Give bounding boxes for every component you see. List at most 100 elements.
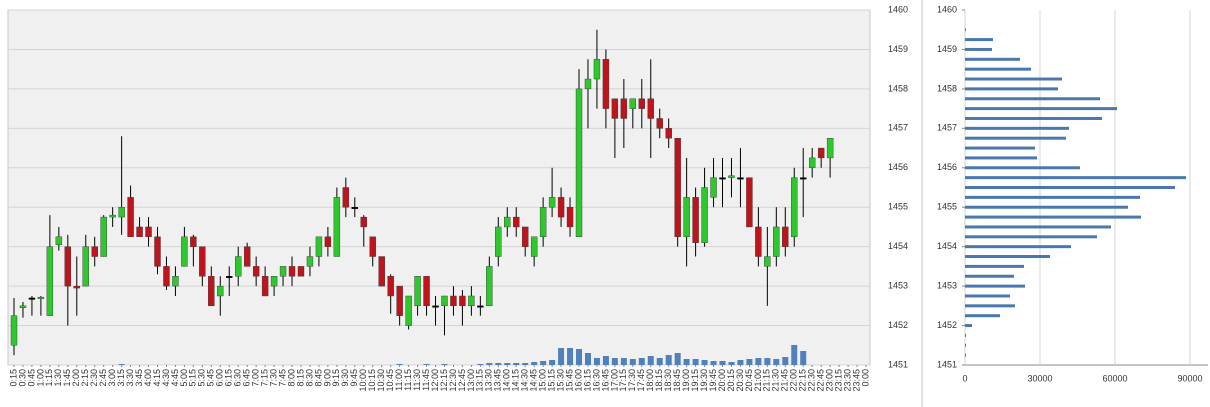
x-tick-label: 13:15 (475, 369, 485, 392)
y-tick-label: 1451 (937, 359, 957, 369)
x-tick-label: 7:30 (268, 369, 278, 387)
x-tick-label: 14:00 (502, 369, 512, 392)
x-tick-label: 20:00 (717, 369, 727, 392)
x-tick-label: 11:30 (412, 369, 422, 391)
volume-bar (513, 363, 520, 365)
x-tick-label: 12:15 (439, 369, 449, 392)
x-tick-label: 7:15 (259, 369, 269, 387)
profile-bar (965, 107, 1117, 111)
profile-bar (965, 136, 1066, 140)
volume-bar (441, 364, 448, 365)
x-tick-label: 90000 (1177, 373, 1202, 383)
x-tick-label: 22:45 (816, 369, 826, 392)
candle-body (423, 276, 430, 307)
volume-bar (638, 358, 645, 365)
x-tick-label: 13:30 (484, 369, 494, 392)
profile-bar (965, 87, 1058, 91)
candle-body (396, 285, 403, 316)
x-tick-label: 23:45 (851, 369, 861, 392)
volume-bar (800, 351, 807, 365)
candle-body (441, 295, 448, 307)
x-tick-label: 8:30 (304, 369, 314, 387)
x-tick-label: 6:15 (224, 369, 234, 387)
x-tick-label: 11:15 (403, 369, 413, 391)
candle-body (674, 137, 681, 238)
x-tick-label: 18:15 (654, 369, 664, 392)
x-tick-label: 0:00 (860, 369, 870, 387)
x-tick-label: 7:00 (251, 369, 261, 387)
y-tick-label: 1453 (937, 280, 957, 290)
x-tick-label: 17:15 (618, 369, 628, 392)
x-tick-label: 18:45 (672, 369, 682, 392)
x-tick-label: 12:00 (430, 369, 440, 392)
x-tick-label: 10:45 (385, 369, 395, 392)
candle-body (746, 177, 753, 228)
volume-bar (567, 348, 574, 365)
candle-body (575, 88, 583, 238)
y-tick-label: 1451 (888, 359, 908, 369)
volume-bar (118, 364, 125, 365)
candle-body (477, 305, 484, 308)
candle-body (37, 296, 45, 299)
x-tick-label: 18:00 (645, 369, 655, 392)
x-tick-label: 9:00 (322, 369, 332, 387)
x-tick-label: 3:15 (116, 369, 126, 387)
profile-bar (965, 97, 1100, 101)
candle-body (315, 236, 323, 257)
candle-body (414, 276, 421, 307)
x-tick-label: 23:30 (842, 369, 852, 392)
volume-bar (782, 357, 789, 365)
volume-bar (531, 362, 538, 365)
x-tick-label: 19:15 (690, 369, 700, 392)
volume-bar (710, 361, 717, 365)
profile-bar (965, 314, 1000, 318)
x-tick-label: 17:45 (636, 369, 646, 392)
candle-body (737, 177, 744, 180)
profile-bar (965, 38, 993, 42)
profile-bar (965, 156, 1037, 160)
volume-bar (602, 356, 609, 365)
candle-body (504, 216, 511, 228)
x-tick-label: 1:30 (53, 369, 63, 387)
candle-body (199, 246, 206, 277)
volume-bar (396, 364, 403, 365)
x-tick-label: 19:00 (681, 369, 691, 392)
x-tick-label: 0:45 (26, 369, 36, 387)
volume-bar (719, 361, 726, 365)
x-tick-label: 4:00 (143, 369, 153, 387)
x-tick-label: 1:45 (62, 369, 72, 387)
candle-body (665, 128, 672, 139)
volume-bar (540, 361, 547, 365)
y-tick-label: 1454 (888, 241, 908, 251)
profile-bar (965, 146, 1035, 150)
y-tick-label: 1460 (937, 4, 957, 14)
x-tick-label: 60000 (1102, 373, 1127, 383)
profile-bar (965, 215, 1141, 219)
profile-bar (965, 284, 1025, 288)
candle-body (306, 256, 314, 267)
candle-body (566, 207, 574, 228)
candle-body (46, 246, 54, 316)
candle-body (208, 276, 215, 307)
x-tick-label: 8:15 (295, 369, 305, 387)
volume-bar (746, 359, 753, 365)
x-tick-label: 14:15 (511, 369, 521, 392)
y-tick-label: 1458 (937, 83, 957, 93)
profile-bar (965, 324, 972, 328)
volume-bar (504, 363, 511, 365)
x-tick-label: 10:30 (376, 369, 386, 392)
profile-bar (965, 264, 1024, 268)
volume-bar (665, 355, 672, 365)
x-tick-label: 0:30 (17, 369, 27, 387)
x-tick-label: 4:30 (161, 369, 171, 387)
volume-bar (773, 359, 780, 365)
candle-body (226, 276, 233, 278)
y-tick-label: 1458 (888, 83, 908, 93)
volume-bar (611, 358, 618, 365)
profile-bar (965, 353, 966, 357)
y-tick-label: 1456 (937, 162, 957, 172)
candle-body (719, 177, 726, 180)
candle-body (163, 266, 170, 287)
y-tick-label: 1454 (937, 241, 957, 251)
x-tick-label: 17:30 (627, 369, 637, 392)
